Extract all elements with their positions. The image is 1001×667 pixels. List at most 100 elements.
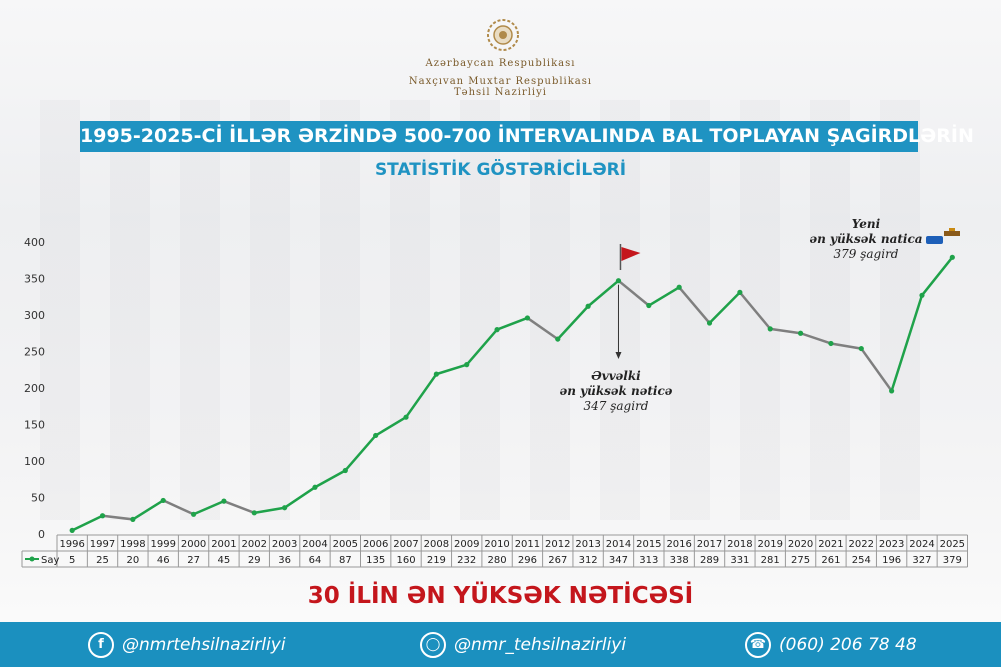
previous-record-line2: ən yüksək nəticə <box>559 384 673 398</box>
data-point <box>919 292 925 298</box>
data-label: 267 <box>548 555 567 566</box>
series-line-segment <box>222 499 256 515</box>
series-line-segment <box>860 347 893 393</box>
data-point <box>767 326 773 332</box>
x-tick-label: 2021 <box>818 539 843 550</box>
x-tick-label: 2024 <box>909 539 934 550</box>
series-line-segment <box>829 342 863 350</box>
data-point <box>555 336 561 342</box>
data-label: 347 <box>609 555 628 566</box>
series-line-segment <box>708 291 742 325</box>
x-tick-label: 2003 <box>272 539 297 550</box>
new-record-line1: Yeni <box>851 217 881 231</box>
data-point <box>312 484 318 490</box>
x-tick-label: 2018 <box>727 539 752 550</box>
data-label: 312 <box>579 555 598 566</box>
series-line-segment <box>101 514 135 521</box>
instagram-icon: ◯ <box>420 631 446 658</box>
legend-marker <box>29 556 35 562</box>
y-tick-label: 350 <box>24 273 45 286</box>
data-point <box>615 278 622 284</box>
series-line-segment <box>920 256 954 297</box>
y-tick-label: 300 <box>24 309 45 322</box>
facebook-icon: f <box>88 631 114 658</box>
x-tick-label: 2025 <box>940 539 965 550</box>
data-label: 46 <box>157 555 170 566</box>
y-tick-label: 100 <box>24 455 45 468</box>
trophy-base <box>944 231 960 236</box>
series-line-segment <box>70 514 104 532</box>
series-line-segment <box>374 415 408 437</box>
data-point <box>858 345 864 352</box>
data-label: 281 <box>761 555 780 566</box>
data-label: 338 <box>670 555 689 566</box>
x-tick-label: 2023 <box>879 539 904 550</box>
data-point <box>69 527 75 533</box>
data-label: 275 <box>791 555 810 566</box>
data-point <box>160 497 166 504</box>
phone-number: (060) 206 78 48 <box>779 634 917 655</box>
series-line-segment <box>192 499 226 516</box>
data-label: 219 <box>427 555 446 566</box>
series-line-segment <box>799 332 833 345</box>
data-point <box>342 467 348 474</box>
data-point <box>251 510 257 516</box>
data-point <box>797 330 804 336</box>
data-label: 135 <box>366 555 385 566</box>
trophy-stem <box>949 228 955 231</box>
data-label: 45 <box>218 555 231 566</box>
data-point <box>828 340 834 347</box>
data-point <box>190 511 197 517</box>
data-point <box>524 315 531 321</box>
data-label: 27 <box>187 555 200 566</box>
y-tick-label: 200 <box>24 382 45 395</box>
x-tick-label: 2022 <box>849 539 874 550</box>
data-label: 379 <box>943 555 962 566</box>
header-ministry: Təhsil Nazirliyi <box>454 87 547 98</box>
series-line-segment <box>890 294 924 393</box>
data-label: 327 <box>912 555 931 566</box>
bottom-title: 30 İLİN ƏN YÜKSƏK NƏTİCƏSİ <box>307 583 694 609</box>
facebook-link[interactable]: f @nmrtehsilnazirliyi <box>88 622 286 667</box>
instagram-link[interactable]: ◯ @nmr_tehsilnazirliyi <box>420 622 626 667</box>
data-point <box>221 498 227 504</box>
x-tick-label: 2009 <box>454 539 479 550</box>
series-line-segment <box>161 499 195 516</box>
data-point <box>403 414 409 420</box>
x-tick-label: 2005 <box>333 539 358 550</box>
data-point <box>464 362 470 368</box>
data-label: 36 <box>278 555 291 566</box>
arrow-head-icon <box>615 352 622 359</box>
data-label: 20 <box>127 555 140 566</box>
x-tick-label: 2008 <box>424 539 449 550</box>
x-tick-label: 1998 <box>120 539 145 550</box>
data-label: 232 <box>457 555 476 566</box>
data-label: 196 <box>882 555 901 566</box>
series-line-segment <box>404 372 438 419</box>
data-label: 5 <box>69 555 75 566</box>
whatsapp-icon: ☎ <box>745 631 771 658</box>
x-tick-label: 2016 <box>666 539 691 550</box>
x-tick-label: 2013 <box>575 539 600 550</box>
series-line-segment <box>465 328 499 366</box>
x-tick-label: 2010 <box>484 539 509 550</box>
red-flag-icon <box>621 247 641 261</box>
phone-link[interactable]: ☎ (060) 206 78 48 <box>745 622 917 667</box>
data-point <box>706 320 713 326</box>
data-point <box>585 303 591 309</box>
previous-record-annotation: Əvvəlki ən yüksək nəticə 347 şagird <box>556 369 676 414</box>
series-line-segment <box>586 279 620 308</box>
data-point <box>737 289 743 295</box>
x-tick-label: 2000 <box>181 539 206 550</box>
x-tick-label: 1996 <box>59 539 84 550</box>
data-label: 87 <box>339 555 352 566</box>
y-tick-label: 0 <box>38 528 45 541</box>
series-line-segment <box>677 286 711 325</box>
previous-record-value: 347 şagird <box>583 399 649 413</box>
y-tick-label: 250 <box>24 346 45 359</box>
x-tick-label: 2002 <box>242 539 267 550</box>
x-tick-label: 2012 <box>545 539 570 550</box>
footer-bar: f @nmrtehsilnazirliyi ◯ @nmr_tehsilnazir… <box>0 622 1001 667</box>
data-point <box>282 505 288 511</box>
series-line-segment <box>253 506 286 515</box>
